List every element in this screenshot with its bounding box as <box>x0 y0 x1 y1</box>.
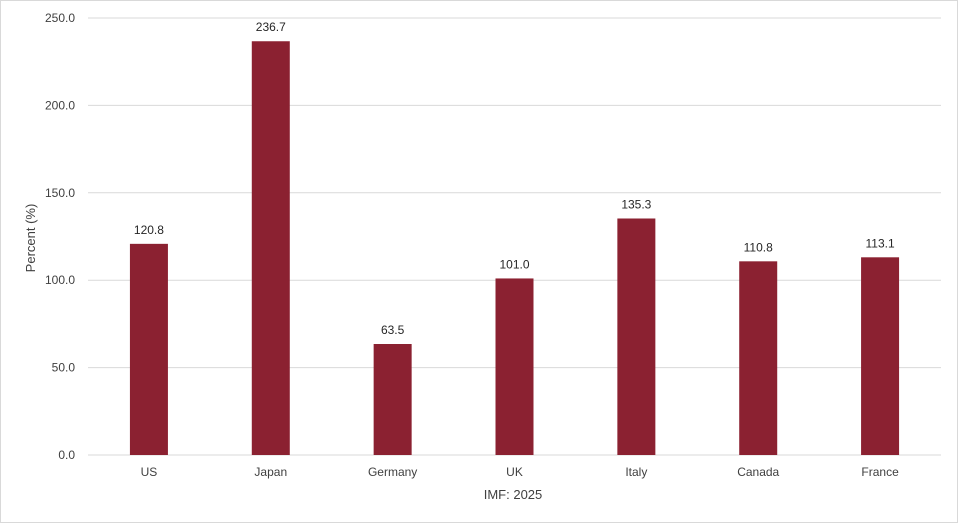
y-tick-label: 0.0 <box>58 448 75 462</box>
y-tick-label: 50.0 <box>52 361 76 375</box>
y-axis-ticks: 0.0 50.0 100.0 150.0 200.0 250.0 <box>45 11 75 462</box>
x-tick-label: UK <box>506 465 523 479</box>
x-tick-label: US <box>141 465 158 479</box>
y-tick-label: 250.0 <box>45 11 75 25</box>
x-axis-ticks: US Japan Germany UK Italy Canada France <box>141 465 899 479</box>
bars <box>129 41 900 455</box>
y-axis-title: Percent (%) <box>23 204 38 273</box>
data-label: 63.5 <box>381 323 405 337</box>
bar-italy <box>617 218 656 455</box>
data-labels: 120.8 236.7 63.5 101.0 135.3 110.8 113.1 <box>134 20 895 337</box>
bar-france <box>861 257 900 455</box>
data-label: 120.8 <box>134 223 164 237</box>
bar-japan <box>251 41 290 455</box>
x-tick-label: Canada <box>737 465 779 479</box>
data-label: 236.7 <box>256 20 286 34</box>
data-label: 113.1 <box>866 236 895 250</box>
data-label: 135.3 <box>621 197 651 211</box>
y-tick-label: 100.0 <box>45 273 75 287</box>
y-tick-label: 200.0 <box>45 98 75 112</box>
x-tick-label: France <box>861 465 899 479</box>
bar-canada <box>739 261 778 455</box>
bar-us <box>129 243 168 455</box>
data-label: 101.0 <box>499 257 529 271</box>
x-tick-label: Italy <box>625 465 647 479</box>
x-tick-label: Germany <box>368 465 417 479</box>
x-tick-label: Japan <box>254 465 287 479</box>
x-axis-title: IMF: 2025 <box>484 487 543 502</box>
data-label: 110.8 <box>744 240 773 254</box>
bar-germany <box>373 344 412 455</box>
bar-uk <box>495 278 534 455</box>
y-tick-label: 150.0 <box>45 186 75 200</box>
